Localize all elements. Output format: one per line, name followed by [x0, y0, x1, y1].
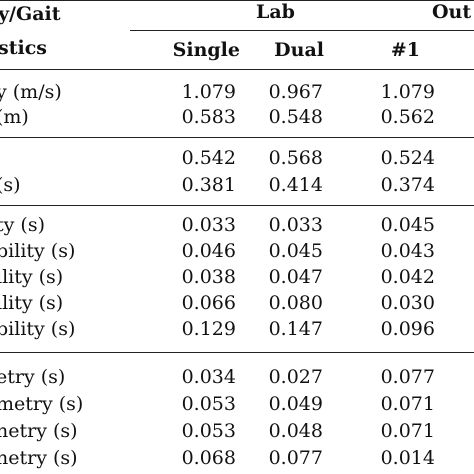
cell-lab-dual: 0.033 — [268, 214, 323, 236]
row-label: ility (s) — [0, 266, 64, 288]
row-label: netry (s) — [0, 447, 78, 469]
cell-lab-single: 0.053 — [181, 393, 236, 415]
row-label: ty (s) — [0, 214, 45, 236]
cell-out-1: 0.077 — [380, 366, 435, 388]
col-header-dual: Dual — [274, 39, 324, 61]
cell-lab-dual: 0.080 — [268, 292, 323, 314]
cell-lab-single: 0.068 — [181, 447, 236, 469]
cell-lab-single: 0.034 — [181, 366, 236, 388]
section-rule — [0, 352, 474, 353]
cell-lab-single: 0.542 — [181, 147, 236, 169]
cell-out-1: 0.071 — [380, 393, 435, 415]
cell-lab-dual: 0.027 — [268, 366, 323, 388]
cell-out-1: 1.079 — [380, 81, 435, 103]
row-header-line-2: stics — [0, 37, 47, 59]
header-bottom-rule — [0, 69, 474, 70]
row-label: metry (s) — [0, 393, 84, 415]
cell-out-1: 0.562 — [380, 106, 435, 128]
cell-lab-dual: 0.045 — [268, 240, 323, 262]
cell-lab-single: 0.038 — [181, 266, 236, 288]
row-label: bility (s) — [0, 240, 76, 262]
row-header-line-1: y/Gait — [0, 3, 61, 25]
cell-out-1: 0.045 — [380, 214, 435, 236]
section-rule — [0, 137, 474, 138]
cell-out-1: 0.030 — [380, 292, 435, 314]
cell-lab-single: 0.583 — [181, 106, 236, 128]
row-label: netry (s) — [0, 420, 78, 442]
row-label: etry (s) — [0, 366, 66, 388]
cell-out-1: 0.043 — [380, 240, 435, 262]
row-label: (m) — [0, 106, 29, 128]
cell-lab-dual: 0.077 — [268, 447, 323, 469]
cell-out-1: 0.014 — [380, 447, 435, 469]
cell-out-1: 0.524 — [380, 147, 435, 169]
cell-out-1: 0.374 — [380, 174, 435, 196]
cell-lab-dual: 0.049 — [268, 393, 323, 415]
cell-lab-single: 0.129 — [181, 318, 236, 340]
group-header-lab: Lab — [256, 1, 295, 23]
section-rule — [0, 205, 474, 206]
cell-out-1: 0.071 — [380, 420, 435, 442]
row-label: (s) — [0, 174, 21, 196]
group-header-out: Out — [432, 1, 472, 23]
cell-lab-dual: 0.568 — [268, 147, 323, 169]
cell-out-1: 0.042 — [380, 266, 435, 288]
row-label: bility (s) — [0, 318, 76, 340]
cell-lab-dual: 0.548 — [268, 106, 323, 128]
cell-lab-single: 1.079 — [181, 81, 236, 103]
cell-lab-dual: 0.047 — [268, 266, 323, 288]
cell-lab-dual: 0.147 — [268, 318, 323, 340]
table-top-rule — [0, 0, 474, 1]
row-label: ility (s) — [0, 292, 64, 314]
cell-lab-dual: 0.048 — [268, 420, 323, 442]
cell-lab-single: 0.046 — [181, 240, 236, 262]
cell-lab-single: 0.066 — [181, 292, 236, 314]
cell-lab-dual: 0.967 — [268, 81, 323, 103]
cell-out-1: 0.096 — [380, 318, 435, 340]
cell-lab-single: 0.033 — [181, 214, 236, 236]
cell-lab-dual: 0.414 — [268, 174, 323, 196]
row-label: y (m/s) — [0, 81, 62, 103]
cell-lab-single: 0.053 — [181, 420, 236, 442]
col-header-single: Single — [172, 39, 240, 61]
group-header-rule — [130, 30, 474, 31]
cell-lab-single: 0.381 — [181, 174, 236, 196]
col-header-out-1: #1 — [390, 39, 420, 61]
